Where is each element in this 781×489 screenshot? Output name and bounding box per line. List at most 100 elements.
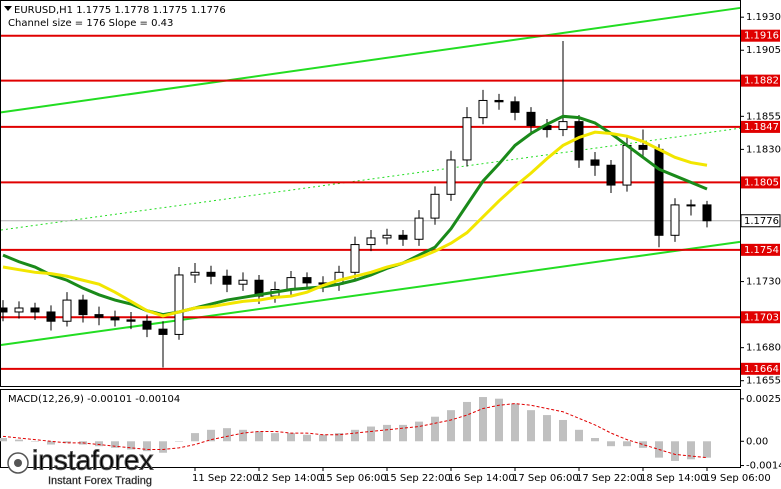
macd-bar [95, 441, 103, 447]
chart-title: EURUSD,H1 1.1775 1.1778 1.1775 1.1776 [14, 5, 226, 16]
candle-body [158, 328, 168, 335]
candle-body [670, 204, 680, 236]
channel-lower [0, 240, 741, 347]
candle-body [302, 277, 312, 284]
candle-body [590, 159, 600, 166]
candle-body [526, 111, 536, 127]
y-tick-label: 1.1830 [746, 144, 781, 155]
candle-body [510, 101, 520, 113]
x-tick-label: 15 Sep 22:00 [384, 473, 451, 484]
level-label-box [741, 362, 780, 375]
macd-bar [607, 441, 615, 447]
macd-bar [15, 439, 23, 442]
level-label-box [741, 120, 780, 133]
candle-body [430, 193, 440, 219]
macd-bar [559, 419, 567, 442]
macd-bar [207, 429, 215, 442]
x-tick-label: 19 Sep 06:00 [704, 473, 771, 484]
y-tick-label: 1.1930 [746, 12, 781, 23]
candle-body [622, 144, 632, 186]
candle-body [0, 307, 8, 313]
collapse-icon [4, 6, 12, 11]
watermark-tagline: Instant Forex Trading [48, 475, 152, 487]
macd-bar [47, 441, 55, 445]
macd-bar [271, 433, 279, 442]
candle-body [222, 275, 232, 285]
x-tick-label: 18 Sep 14:00 [640, 473, 707, 484]
macd-bar [543, 415, 551, 442]
candle-body [702, 204, 712, 222]
macd-bar [591, 438, 599, 442]
macd-bar [415, 421, 423, 442]
macd-bar [703, 441, 711, 458]
candle-body [142, 320, 152, 330]
macd-bar [575, 429, 583, 442]
candle-body [686, 204, 696, 207]
candle-body [478, 99, 488, 119]
macd-bar [175, 441, 183, 442]
macd-bar [463, 401, 471, 442]
moving-average [2, 114, 708, 317]
watermark-brand: instaforex [32, 444, 153, 475]
macd-bar [159, 441, 167, 453]
candle-body [110, 316, 120, 321]
level-label-box [741, 243, 780, 256]
candle-body [46, 311, 56, 322]
macd-bar [687, 441, 695, 460]
current-price-box [740, 214, 781, 228]
candle-body [382, 234, 392, 239]
candle-body [638, 144, 648, 150]
level-label: 1.1916 [744, 31, 779, 42]
main-pane [0, 0, 741, 387]
macd-bar [527, 410, 535, 442]
macd-bar [671, 441, 679, 461]
macd-bar [255, 431, 263, 442]
y-tick-label: 1.1655 [746, 376, 781, 387]
macd-bar [287, 433, 295, 442]
candle-body [238, 279, 248, 285]
y-tick-label: 0.00 [746, 436, 768, 447]
candle-body [414, 217, 424, 240]
candle-body [286, 277, 296, 291]
x-tick-label: 15 Sep 06:00 [320, 473, 387, 484]
level-label-box [741, 74, 780, 87]
level-label-box [741, 311, 780, 324]
level-label: 1.1882 [744, 76, 779, 87]
level-label: 1.1805 [744, 177, 779, 188]
candle-body [494, 99, 504, 103]
candle-body [62, 299, 72, 322]
y-tick-label: 0.00259 [746, 394, 781, 405]
candle-body [398, 234, 408, 240]
x-tick-label: 16 Sep 14:00 [448, 473, 515, 484]
current-price-label: 1.1776 [744, 216, 779, 227]
channel-upper [0, 6, 741, 114]
moving-average [2, 130, 708, 318]
candle-body [462, 117, 472, 161]
logo-icon-core [14, 459, 22, 467]
level-label: 1.1847 [744, 122, 779, 133]
macd-title: MACD(12,26,9) -0.00101 -0.00104 [8, 394, 180, 405]
macd-bar [143, 441, 151, 452]
macd-bar [351, 429, 359, 442]
macd-bar [191, 433, 199, 442]
macd-signal [2, 403, 708, 459]
x-tick-label: 12 Sep 14:00 [256, 473, 323, 484]
macd-bar [511, 403, 519, 442]
macd-bar [303, 434, 311, 442]
macd-bar [0, 438, 7, 442]
level-label-box [741, 29, 780, 42]
x-tick-label: 17 Sep 22:00 [576, 473, 643, 484]
macd-bar [31, 441, 39, 442]
candle-body [606, 164, 616, 186]
candle-body [446, 159, 456, 195]
candle-body [14, 307, 24, 313]
macd-bar [223, 428, 231, 442]
macd-bar [63, 441, 71, 443]
candle-body [350, 244, 360, 273]
macd-bar [623, 441, 631, 447]
macd-bar [399, 424, 407, 442]
level-label: 1.1754 [744, 245, 779, 256]
macd-bar [495, 398, 503, 442]
